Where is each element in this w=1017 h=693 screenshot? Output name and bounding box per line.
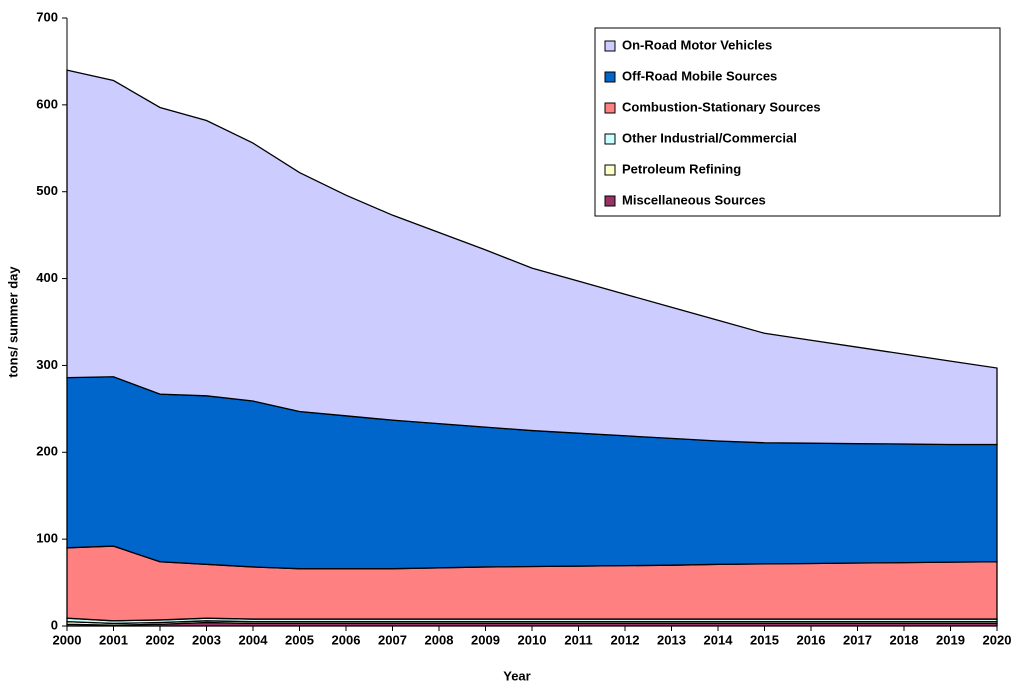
x-tick-label: 2009 [471,632,500,647]
x-axis-label: Year [503,668,530,683]
x-tick-label: 2016 [797,632,826,647]
x-tick-label: 2008 [425,632,454,647]
x-tick-label: 2003 [192,632,221,647]
x-tick-label: 2010 [518,632,547,647]
x-tick-label: 2020 [983,632,1012,647]
legend-label: Other Industrial/Commercial [622,130,797,145]
x-tick-label: 2018 [890,632,919,647]
x-tick-label: 2005 [285,632,314,647]
x-tick-label: 2007 [378,632,407,647]
legend-label: Combustion-Stationary Sources [622,99,821,114]
area [66,69,998,446]
legend-swatch [604,195,616,207]
legend-swatch [604,71,616,83]
legend-label: Off-Road Mobile Sources [622,68,777,83]
y-tick-label: 700 [36,9,58,24]
legend-label: On-Road Motor Vehicles [622,37,772,52]
x-tick-label: 2006 [332,632,361,647]
x-tick-label: 2012 [611,632,640,647]
y-tick-label: 100 [36,531,58,546]
x-tick-label: 2011 [564,632,592,647]
legend-swatch [604,102,616,114]
y-tick-label: 600 [36,96,58,111]
x-tick-label: 2014 [704,632,734,647]
legend-swatch [604,133,616,145]
legend-label: Petroleum Refining [622,161,741,176]
x-tick-label: 2017 [843,632,872,647]
y-tick-label: 300 [36,357,58,372]
x-tick-label: 2000 [53,632,82,647]
legend-box [594,27,1001,217]
x-tick-label: 2019 [936,632,965,647]
x-tick-label: 2004 [239,632,269,647]
legend-swatch [604,164,616,176]
x-tick-label: 2001 [99,632,128,647]
x-tick-label: 2013 [657,632,686,647]
legend-label: Miscellaneous Sources [622,192,766,207]
y-tick-label: 0 [51,617,58,632]
legend-swatch [604,40,616,52]
y-tick-label: 400 [36,270,58,285]
x-tick-label: 2002 [146,632,175,647]
y-tick-label: 200 [36,444,58,459]
y-tick-label: 500 [36,183,58,198]
x-tick-label: 2015 [750,632,779,647]
y-axis-label: tons/ summer day [5,266,20,378]
